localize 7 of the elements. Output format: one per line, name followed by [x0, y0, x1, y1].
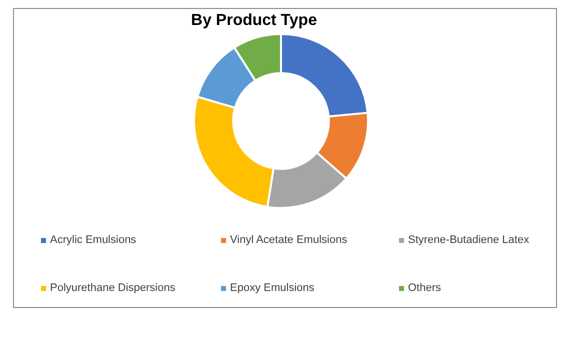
legend-label: Others [408, 282, 442, 294]
legend-label: Styrene-Butadiene Latex [408, 234, 530, 246]
legend-label: Epoxy Emulsions [230, 282, 314, 294]
legend-label: Polyurethane Dispersions [50, 282, 176, 294]
chart-title: By Product Type [190, 12, 318, 30]
legend-label: Acrylic Emulsions [50, 234, 136, 246]
legend-label: Vinyl Acetate Emulsions [230, 234, 348, 246]
